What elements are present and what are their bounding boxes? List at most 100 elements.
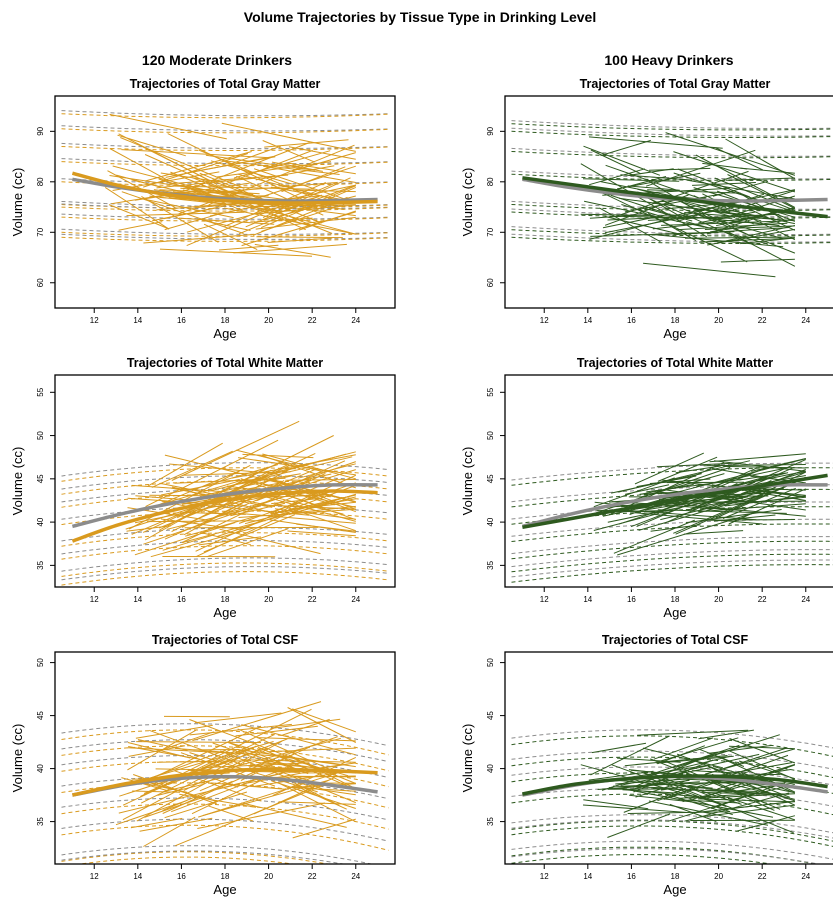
individual-trajectory xyxy=(292,708,356,733)
individual-trajectory xyxy=(149,729,242,765)
band-group-7 xyxy=(61,571,389,586)
band-group-2 xyxy=(511,151,833,159)
individual-trajectory xyxy=(189,723,292,736)
x-tick-label: 24 xyxy=(801,595,810,604)
x-tick-label: 14 xyxy=(133,316,142,325)
individual-trajectory xyxy=(210,160,292,185)
y-tick-label: 55 xyxy=(36,387,45,396)
individual-trajectory xyxy=(673,743,751,768)
individual-trajectory xyxy=(729,750,796,780)
band-group-0 xyxy=(511,735,833,757)
individual-trajectory xyxy=(231,454,356,479)
band-group-4 xyxy=(61,532,389,547)
individual-trajectory xyxy=(144,151,252,182)
band-reference-2 xyxy=(511,766,833,786)
individual-trajectory xyxy=(637,729,749,736)
individual-trajectory xyxy=(127,742,191,759)
plot-area xyxy=(61,420,389,586)
band-group-9 xyxy=(61,236,389,242)
individual-trajectory xyxy=(156,760,252,763)
band-reference-5 xyxy=(511,819,833,839)
individual-trajectory xyxy=(685,509,782,524)
band-group-5 xyxy=(511,825,833,847)
x-tick-label: 18 xyxy=(671,872,680,881)
individual-trajectory xyxy=(142,198,234,219)
band-reference-1 xyxy=(511,127,833,137)
individual-trajectory xyxy=(126,525,172,532)
band-group-5 xyxy=(511,553,833,573)
band-group-0 xyxy=(61,113,389,119)
individual-trajectory xyxy=(194,712,282,724)
individual-trajectory xyxy=(609,787,709,799)
individual-trajectory xyxy=(294,775,356,778)
individual-trajectory xyxy=(237,728,332,771)
y-tick-label: 50 xyxy=(486,431,495,440)
individual-trajectory xyxy=(144,796,206,818)
individual-trajectory xyxy=(600,139,651,157)
individual-trajectory xyxy=(697,798,795,803)
y-tick-label: 35 xyxy=(36,817,45,826)
individual-trajectory xyxy=(207,805,254,822)
reference-mean-line xyxy=(71,482,378,529)
individual-trajectory xyxy=(291,152,356,172)
band-group-1 xyxy=(61,128,389,134)
individual-trajectory xyxy=(713,460,806,472)
band-group-6 xyxy=(61,851,331,864)
individual-trajectory xyxy=(725,177,795,181)
individual-trajectory xyxy=(617,512,756,556)
individual-trajectory xyxy=(647,213,780,221)
band-reference-0 xyxy=(511,729,833,749)
individual-trajectory xyxy=(160,172,223,183)
group-mean-line xyxy=(71,489,378,543)
individual-trajectory xyxy=(676,503,806,517)
plot-area xyxy=(61,701,389,864)
panel-moderate-1: Trajectories of Total White Matter 12 14 16… xyxy=(10,356,396,620)
individual-trajectory xyxy=(683,530,744,535)
x-tick-label: 24 xyxy=(801,872,810,881)
individual-trajectory xyxy=(160,708,312,785)
y-axis-label: Volume (cc) xyxy=(460,447,475,516)
band-group-3 xyxy=(511,523,833,542)
individual-trajectory xyxy=(281,166,346,193)
individual-trajectory xyxy=(271,780,356,809)
panel-title: Trajectories of Total CSF xyxy=(602,633,749,647)
plot-area xyxy=(511,452,833,583)
x-tick-label: 18 xyxy=(221,595,230,604)
individual-trajectory xyxy=(737,191,789,223)
individual-trajectory xyxy=(224,207,356,235)
y-tick-label: 40 xyxy=(486,764,495,773)
individual-trajectory xyxy=(610,194,670,215)
individual-trajectory xyxy=(583,145,661,176)
individual-trajectory xyxy=(270,474,357,515)
individual-trajectory xyxy=(683,796,731,813)
individual-trajectory xyxy=(684,236,795,239)
individual-trajectory xyxy=(109,113,227,140)
individual-trajectory xyxy=(657,509,787,514)
y-tick-label: 70 xyxy=(486,227,495,236)
individual-trajectory xyxy=(287,530,356,537)
individual-trajectory xyxy=(267,747,356,753)
band-reference-7 xyxy=(61,213,389,220)
panel-heavy-1: Trajectories of Total White Matter 12 14 16… xyxy=(460,356,833,620)
individual-trajectory xyxy=(614,170,749,218)
individual-trajectory xyxy=(266,496,356,522)
individual-trajectory xyxy=(171,420,300,481)
individual-trajectory xyxy=(589,214,638,219)
individual-trajectory xyxy=(676,222,788,231)
individual-trajectory xyxy=(205,154,315,171)
individual-trajectory xyxy=(262,140,315,163)
individual-trajectory xyxy=(257,746,327,778)
individual-trajectory xyxy=(261,476,356,503)
individual-trajectory xyxy=(197,802,326,829)
individual-trajectory xyxy=(695,154,796,208)
individual-trajectory xyxy=(174,784,325,847)
individual-trajectory xyxy=(178,217,275,225)
band-group-4 xyxy=(61,803,389,830)
individual-trajectory xyxy=(722,487,796,519)
y-tick-label: 35 xyxy=(486,560,495,569)
band-reference-5 xyxy=(61,201,389,208)
band-group-7 xyxy=(511,236,833,245)
individual-trajectory xyxy=(580,163,708,238)
x-tick-label: 14 xyxy=(583,595,592,604)
band-group-7 xyxy=(511,854,774,864)
